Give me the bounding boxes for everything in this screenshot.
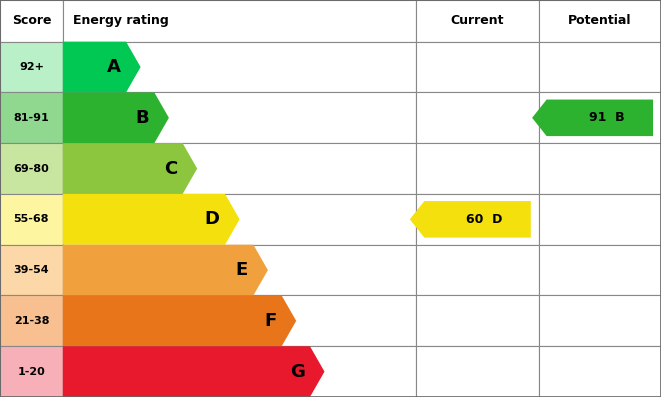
Bar	[539, 93, 661, 143]
Text: B: B	[136, 109, 149, 127]
Text: 69-80: 69-80	[13, 164, 50, 173]
Bar	[0, 295, 63, 346]
Bar	[0, 194, 63, 245]
Bar	[0, 42, 63, 93]
Bar	[539, 346, 661, 397]
Text: 39-54: 39-54	[14, 265, 49, 275]
Polygon shape	[63, 93, 169, 143]
Bar	[416, 42, 539, 93]
Polygon shape	[63, 346, 325, 397]
Polygon shape	[532, 100, 653, 136]
Bar	[416, 93, 539, 143]
Bar	[63, 42, 416, 93]
Text: F: F	[264, 312, 276, 330]
Text: A: A	[107, 58, 121, 76]
Bar	[63, 295, 416, 346]
Polygon shape	[63, 42, 141, 93]
Text: Score: Score	[12, 14, 51, 27]
Bar	[63, 245, 416, 295]
Bar	[0, 143, 63, 194]
Bar	[63, 93, 416, 143]
Polygon shape	[63, 245, 268, 295]
Bar	[539, 194, 661, 245]
Bar	[63, 346, 416, 397]
Text: G: G	[290, 362, 305, 381]
Text: E: E	[236, 261, 248, 279]
Bar	[0, 346, 63, 397]
Bar	[539, 0, 661, 42]
Bar	[539, 42, 661, 93]
Text: 92+: 92+	[19, 62, 44, 72]
Bar	[63, 0, 416, 42]
Bar	[539, 295, 661, 346]
Text: Energy rating: Energy rating	[73, 14, 169, 27]
Text: 60  D: 60 D	[466, 213, 502, 226]
Text: D: D	[205, 210, 219, 228]
Bar	[416, 194, 539, 245]
Text: Current: Current	[451, 14, 504, 27]
Bar	[63, 143, 416, 194]
Bar	[416, 346, 539, 397]
Bar	[539, 245, 661, 295]
Bar	[0, 0, 63, 42]
Text: 21-38: 21-38	[14, 316, 49, 326]
Text: 91  B: 91 B	[589, 111, 624, 124]
Bar	[0, 93, 63, 143]
Polygon shape	[410, 201, 531, 238]
Bar	[416, 0, 539, 42]
Text: 81-91: 81-91	[13, 113, 50, 123]
Polygon shape	[63, 194, 240, 245]
Bar	[416, 245, 539, 295]
Bar	[416, 143, 539, 194]
Text: Potential: Potential	[568, 14, 632, 27]
Bar	[63, 194, 416, 245]
Polygon shape	[63, 143, 197, 194]
Text: 1-20: 1-20	[18, 366, 45, 377]
Text: C: C	[164, 160, 177, 177]
Bar	[539, 143, 661, 194]
Bar	[416, 295, 539, 346]
Bar	[0, 245, 63, 295]
Polygon shape	[63, 295, 296, 346]
Text: 55-68: 55-68	[14, 214, 49, 224]
